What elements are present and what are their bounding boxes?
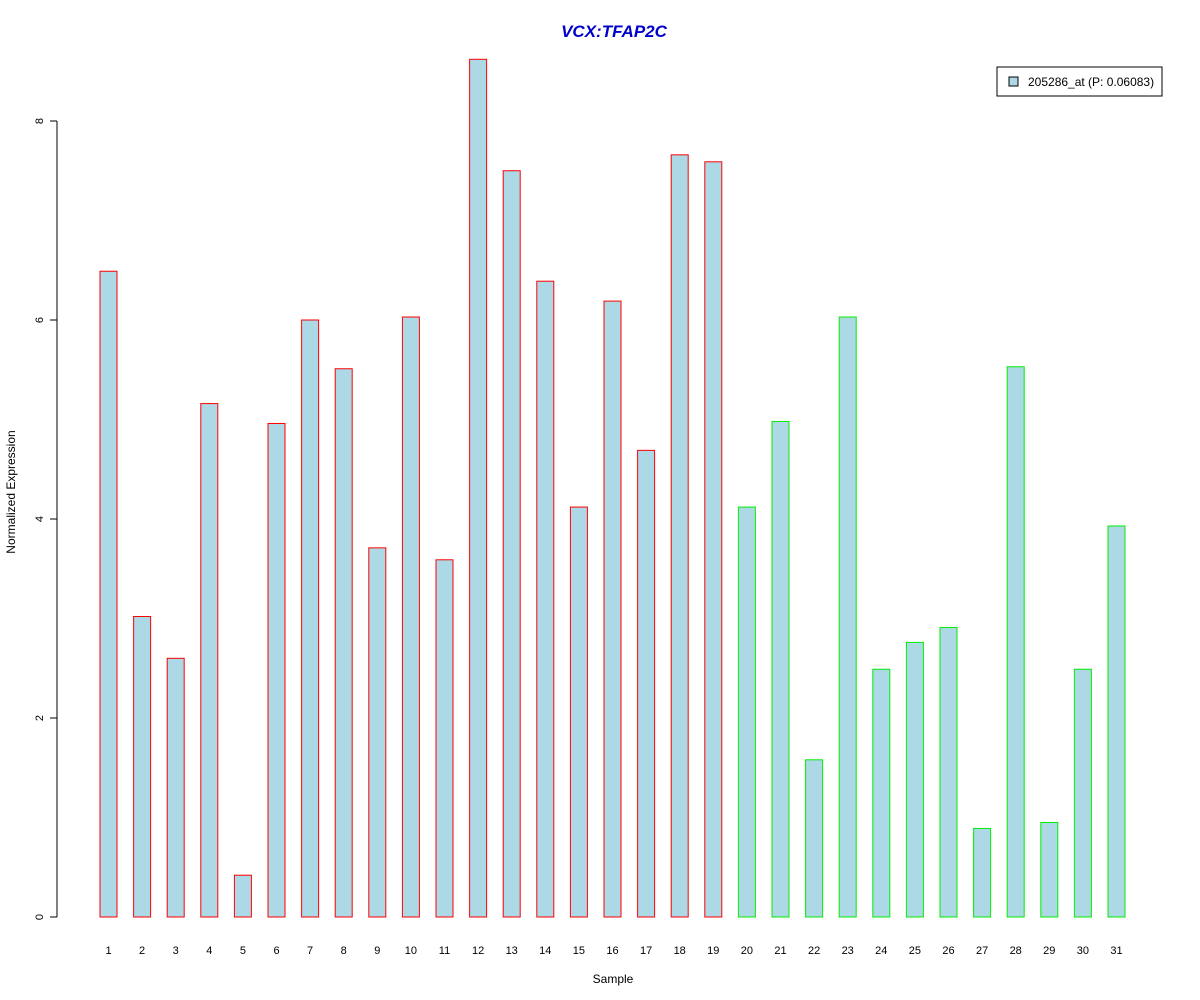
x-tick-label: 7 [307, 945, 313, 957]
bar [704, 161, 723, 918]
bar [805, 759, 824, 918]
bar [1073, 668, 1092, 918]
bar [502, 170, 521, 918]
x-tick-label: 6 [273, 945, 279, 957]
x-tick-label: 13 [506, 945, 518, 957]
y-tick-label: 2 [34, 715, 46, 721]
bar [200, 403, 219, 918]
bar [401, 316, 420, 918]
bar [1006, 366, 1025, 918]
x-tick-label: 22 [808, 945, 820, 957]
y-tick-label: 4 [34, 516, 46, 522]
x-tick-label: 4 [206, 945, 212, 957]
x-tick-label: 24 [875, 945, 887, 957]
x-tick-label: 8 [341, 945, 347, 957]
bar [973, 827, 992, 918]
bar [469, 58, 488, 918]
bar [670, 154, 689, 918]
bar [334, 368, 353, 918]
x-tick-label: 15 [573, 945, 585, 957]
bar [905, 641, 924, 918]
bar [435, 559, 454, 918]
bar [872, 668, 891, 918]
x-tick-label: 29 [1043, 945, 1055, 957]
bars [99, 58, 1126, 918]
bar [771, 420, 790, 918]
x-tick-label: 1 [105, 945, 111, 957]
x-tick-label: 26 [942, 945, 954, 957]
bar [301, 319, 320, 918]
legend-entry-label: 205286_at (P: 0.06083) [1028, 75, 1154, 89]
y-tick-label: 0 [34, 914, 46, 920]
x-tick-label: 10 [405, 945, 417, 957]
bar [603, 300, 622, 918]
x-axis-label: Sample [593, 972, 634, 986]
bar [267, 422, 286, 918]
x-tick-label: 2 [139, 945, 145, 957]
y-axis-label: Normalized Expression [4, 430, 18, 553]
x-tick-label: 21 [774, 945, 786, 957]
bar [133, 616, 152, 918]
bar [838, 316, 857, 918]
bar [737, 506, 756, 918]
bar [99, 270, 118, 918]
x-tick-label: 3 [173, 945, 179, 957]
x-tick-label: 28 [1010, 945, 1022, 957]
bar [637, 449, 656, 918]
x-tick-label: 31 [1110, 945, 1122, 957]
y-axis: 0 2 4 6 8 [34, 118, 58, 920]
x-tick-label: 9 [374, 945, 380, 957]
bar [1107, 525, 1126, 918]
bar [1040, 821, 1059, 918]
x-tick-label: 5 [240, 945, 246, 957]
x-tick-label: 19 [707, 945, 719, 957]
x-tick-label: 20 [741, 945, 753, 957]
y-tick-label: 8 [34, 118, 46, 124]
x-tick-label: 11 [439, 945, 450, 957]
x-tick-label: 18 [674, 945, 686, 957]
legend-swatch [1008, 76, 1019, 87]
bar [368, 547, 387, 918]
x-tick-label: 25 [909, 945, 921, 957]
x-tick-label: 23 [842, 945, 854, 957]
x-tick-label: 27 [976, 945, 988, 957]
bar [536, 280, 555, 918]
bar [569, 506, 588, 918]
y-tick-label: 6 [34, 317, 46, 323]
bar [166, 657, 185, 918]
bar [939, 626, 958, 918]
chart-title: VCX:TFAP2C [561, 22, 668, 41]
x-tick-label: 12 [472, 945, 484, 957]
legend-box [996, 66, 1163, 97]
bar [233, 874, 252, 918]
legend: 205286_at (P: 0.06083) [996, 66, 1163, 97]
x-tick-label: 17 [640, 945, 652, 957]
x-tick-label: 14 [539, 945, 551, 957]
x-tick-label: 16 [606, 945, 618, 957]
x-tick-label: 30 [1077, 945, 1089, 957]
x-tick-labels: 1 2 3 4 5 6 7 8 9 10 11 12 13 14 15 16 17 18 19 20 21 22 23 24 2… [105, 945, 1122, 957]
